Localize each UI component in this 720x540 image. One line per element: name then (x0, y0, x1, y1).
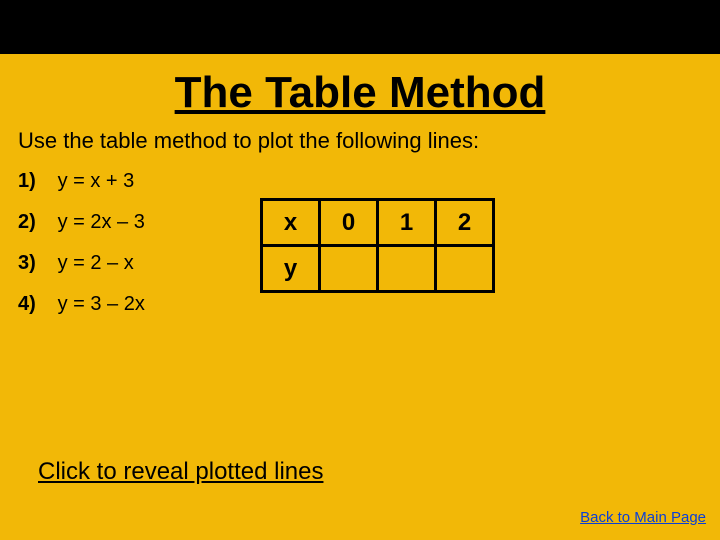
page-title: The Table Method (0, 68, 720, 118)
equation-number: 1) (18, 170, 48, 193)
table-row: y (262, 246, 494, 292)
table-cell (378, 246, 436, 292)
equation-text: y = 2x – 3 (58, 211, 145, 234)
equation-list: 1) y = x + 3 2) y = 2x – 3 3) y = 2 – x … (18, 170, 145, 334)
equation-item: 3) y = 2 – x (18, 252, 145, 275)
equation-text: y = 3 – 2x (58, 293, 145, 316)
table-cell (320, 246, 378, 292)
equation-number: 4) (18, 293, 48, 316)
equation-item: 4) y = 3 – 2x (18, 293, 145, 316)
equation-text: y = 2 – x (58, 252, 134, 275)
table-cell: y (262, 246, 320, 292)
equation-number: 3) (18, 252, 48, 275)
table-cell (436, 246, 494, 292)
equation-text: y = x + 3 (58, 170, 135, 193)
content-area: 1) y = x + 3 2) y = 2x – 3 3) y = 2 – x … (18, 170, 720, 334)
equation-number: 2) (18, 211, 48, 234)
table-cell: 2 (436, 200, 494, 246)
xy-table: x 0 1 2 y (260, 198, 495, 293)
table-row: x 0 1 2 (262, 200, 494, 246)
reveal-lines-link[interactable]: Click to reveal plotted lines (38, 458, 323, 486)
instruction-text: Use the table method to plot the followi… (18, 128, 720, 154)
equation-item: 1) y = x + 3 (18, 170, 145, 193)
equation-item: 2) y = 2x – 3 (18, 211, 145, 234)
top-black-bar (0, 0, 720, 54)
table-cell: 1 (378, 200, 436, 246)
table-cell: 0 (320, 200, 378, 246)
table-cell: x (262, 200, 320, 246)
back-to-main-link[interactable]: Back to Main Page (580, 509, 706, 526)
